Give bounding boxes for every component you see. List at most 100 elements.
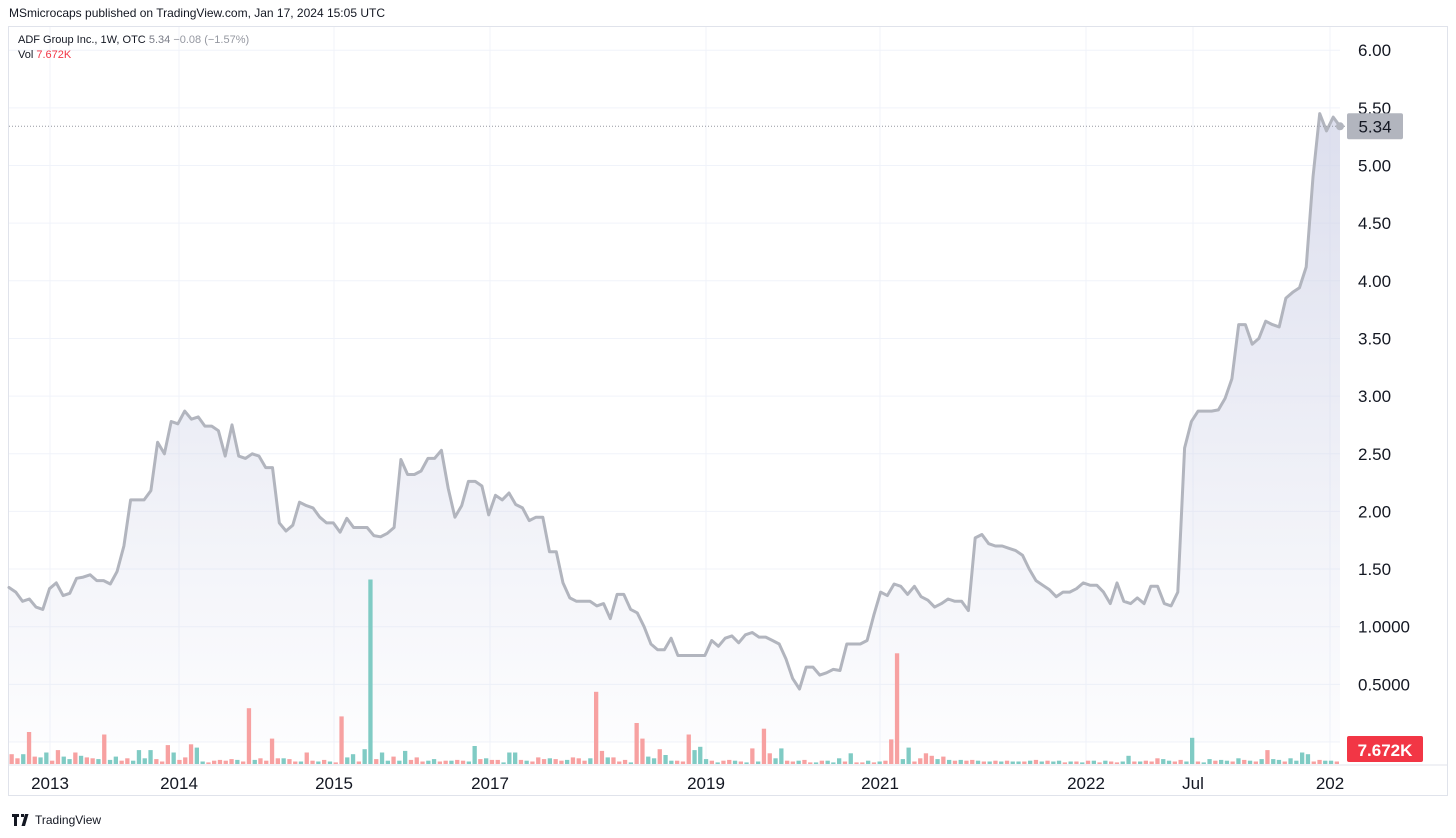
volume-bar [588,758,593,764]
volume-bar [1056,760,1062,764]
volume-bar [1074,761,1079,764]
volume-bar [131,760,136,764]
volume-bar [767,753,772,764]
volume-bar [67,759,72,764]
last-price-dot [1336,122,1344,131]
volume-bar [15,758,20,764]
y-tick-label: 2.00 [1358,502,1391,521]
volume-bar [1236,758,1241,764]
volume-bar [200,761,205,764]
volume-bar [964,760,969,764]
y-tick-label: 4.00 [1358,272,1391,291]
x-tick-label: 2014 [160,774,198,793]
volume-bar [622,759,628,764]
volume-bar [391,756,396,764]
volume-bar [333,762,338,764]
volume-bar [252,759,257,764]
volume-bar [999,761,1004,764]
volume-bar [1149,761,1154,764]
volume-bar [1039,761,1044,764]
volume-bar [1276,759,1282,764]
volume-bar [183,757,188,764]
volume-bar [1178,759,1183,764]
volume-bar [894,653,900,764]
volume-bar [107,759,113,764]
volume-bar [362,749,367,764]
volume-bar [507,752,512,764]
volume-bar [530,761,535,764]
volume-bar [750,748,755,764]
volume-bar [32,756,37,764]
volume-bar [1247,760,1253,764]
volume-bar [1062,762,1067,764]
y-tick-label: 1.0000 [1358,618,1410,637]
volume-bar [212,760,217,764]
volume-legend-row[interactable]: Vol 7.672K [18,48,249,63]
volume-bar [669,760,674,764]
volume-bar [883,760,888,764]
volume-bar [1294,760,1299,764]
volume-bar [675,760,680,764]
volume-bar [223,760,228,764]
volume-bar [536,757,541,764]
chart-legend: ADF Group Inc., 1W, OTC 5.34 −0.08 (−1.5… [18,33,249,63]
symbol-legend-row[interactable]: ADF Group Inc., 1W, OTC 5.34 −0.08 (−1.5… [18,33,249,48]
volume-bar [1190,737,1195,764]
volume-bar [55,750,61,764]
volume-bar [1288,758,1293,764]
volume-bar [1323,760,1328,764]
volume-bar [756,761,761,764]
volume-bar [449,760,454,764]
price-change-value: −0.08 (−1.57%) [173,34,250,46]
chart-frame [8,26,1448,796]
volume-bar [478,759,483,764]
volume-bar [322,759,327,764]
volume-bar [113,756,118,764]
volume-bar [541,759,547,764]
volume-bar [802,759,807,764]
volume-bar [877,761,882,764]
volume-bar [206,762,211,764]
volume-bar [1172,761,1177,764]
volume-bar [1004,760,1010,764]
y-tick-label: 2.50 [1358,445,1391,464]
volume-bar [721,760,726,764]
volume-bar [732,760,738,764]
volume-bar [495,759,500,764]
volume-bar [501,762,506,764]
volume-bar [426,760,431,764]
volume-bar [269,738,275,764]
volume-bar [576,758,581,764]
volume-bar [1166,760,1172,764]
volume-bar [634,723,639,764]
volume-bar [304,752,309,764]
volume-bar [1103,760,1108,764]
volume-bar [1120,761,1125,764]
volume-bar [316,761,321,764]
volume-bar [96,759,101,764]
volume-bar [518,759,524,764]
volume-bar [1242,759,1247,764]
volume-bar [188,744,194,764]
x-tick-label: 2015 [315,774,353,793]
volume-bar [21,754,26,764]
volume-value: 7.672K [36,49,72,61]
volume-bar [148,750,153,764]
volume-bar [281,758,286,764]
volume-bar [246,708,252,764]
volume-bar [385,760,390,764]
volume-bar [38,757,43,764]
volume-bar [808,762,813,764]
volume-bar [1143,760,1148,764]
volume-bar [1201,762,1206,764]
volume-bar [1097,762,1102,764]
volume-bar [73,752,78,764]
x-tick-label: 2022 [1067,774,1105,793]
x-tick-label: 2017 [471,774,509,793]
volume-bar [241,761,246,764]
y-tick-label: 1.50 [1358,560,1391,579]
volume-bar [84,757,89,764]
price-line [7,112,1342,691]
volume-bar [1282,761,1287,764]
